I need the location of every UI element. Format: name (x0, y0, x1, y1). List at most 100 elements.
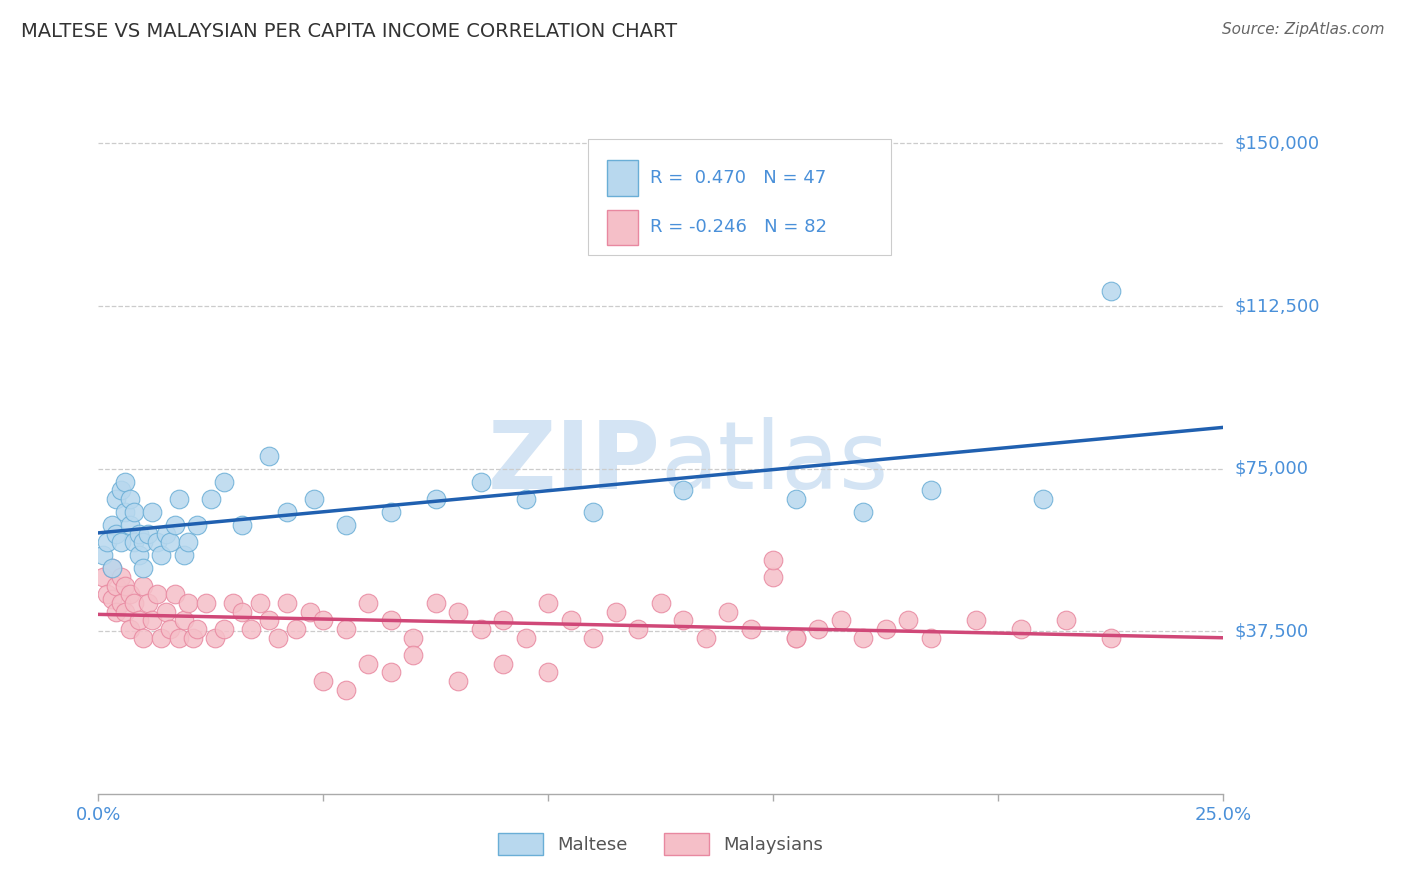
Point (402, 648, 425, 662)
Point (150, 549, 173, 563)
Point (920, 483, 942, 498)
Legend: Maltese, Malaysians: Maltese, Malaysians (491, 826, 831, 863)
Point (740, 622, 762, 636)
Point (1010, 622, 1032, 636)
Point (762, 570, 785, 584)
Text: $75,000: $75,000 (1234, 459, 1309, 477)
Point (105, 579, 128, 593)
Point (128, 614, 150, 628)
Point (101, 518, 124, 533)
Point (214, 475, 236, 489)
Point (259, 614, 281, 628)
Point (276, 505, 298, 519)
Point (240, 622, 263, 636)
Point (91, 549, 114, 563)
Point (96, 535, 118, 549)
Point (425, 596, 447, 610)
Text: atlas: atlas (661, 417, 889, 508)
Point (304, 491, 326, 506)
Point (155, 605, 177, 619)
Point (204, 631, 226, 645)
Point (146, 587, 169, 601)
Point (276, 596, 298, 610)
Point (159, 535, 181, 549)
Point (852, 505, 875, 519)
Point (128, 526, 150, 541)
Point (169, 491, 191, 506)
Point (155, 526, 177, 541)
Point (118, 622, 141, 636)
Point (110, 596, 132, 610)
Point (118, 518, 141, 533)
Point (762, 552, 785, 566)
Point (136, 526, 159, 541)
Text: Source: ZipAtlas.com: Source: ZipAtlas.com (1222, 22, 1385, 37)
Point (118, 587, 141, 601)
FancyBboxPatch shape (607, 210, 638, 245)
Text: ZIP: ZIP (488, 417, 661, 508)
Point (177, 596, 200, 610)
Point (173, 614, 195, 628)
Point (195, 596, 218, 610)
Point (114, 475, 136, 489)
Point (582, 631, 605, 645)
Point (136, 596, 159, 610)
FancyBboxPatch shape (607, 161, 638, 195)
Point (807, 622, 830, 636)
Point (717, 605, 740, 619)
Point (605, 605, 627, 619)
Point (249, 596, 271, 610)
Point (114, 605, 136, 619)
Point (447, 605, 470, 619)
Point (181, 631, 204, 645)
Point (101, 561, 124, 575)
Point (537, 596, 560, 610)
Point (335, 682, 357, 697)
Point (267, 631, 290, 645)
Point (312, 674, 335, 689)
Point (875, 622, 897, 636)
Point (222, 596, 245, 610)
Text: MALTESE VS MALAYSIAN PER CAPITA INCOME CORRELATION CHART: MALTESE VS MALAYSIAN PER CAPITA INCOME C… (21, 22, 678, 41)
FancyBboxPatch shape (588, 138, 891, 255)
Point (335, 622, 357, 636)
Text: R = -0.246   N = 82: R = -0.246 N = 82 (650, 219, 827, 236)
Point (515, 491, 537, 506)
Point (101, 561, 124, 575)
Point (298, 605, 321, 619)
Point (920, 631, 942, 645)
Point (163, 587, 186, 601)
Point (132, 561, 155, 575)
Point (285, 622, 308, 636)
Point (159, 622, 181, 636)
Point (96, 587, 118, 601)
Point (312, 614, 335, 628)
Point (1032, 491, 1054, 506)
Point (114, 505, 136, 519)
Point (380, 665, 402, 680)
Text: $150,000: $150,000 (1234, 135, 1319, 153)
Point (169, 631, 191, 645)
Point (128, 549, 150, 563)
Point (852, 631, 875, 645)
Point (380, 614, 402, 628)
Point (470, 622, 492, 636)
Point (897, 614, 920, 628)
Point (1099, 631, 1122, 645)
Text: $37,500: $37,500 (1234, 623, 1309, 640)
Point (105, 526, 128, 541)
Point (492, 657, 515, 671)
Point (110, 483, 132, 498)
Point (177, 535, 200, 549)
Point (186, 518, 208, 533)
Point (650, 596, 672, 610)
Point (627, 622, 650, 636)
Point (124, 505, 146, 519)
Point (425, 491, 447, 506)
Point (335, 518, 357, 533)
Point (492, 614, 515, 628)
Point (582, 505, 605, 519)
Point (110, 535, 132, 549)
Point (672, 483, 695, 498)
Point (830, 614, 852, 628)
